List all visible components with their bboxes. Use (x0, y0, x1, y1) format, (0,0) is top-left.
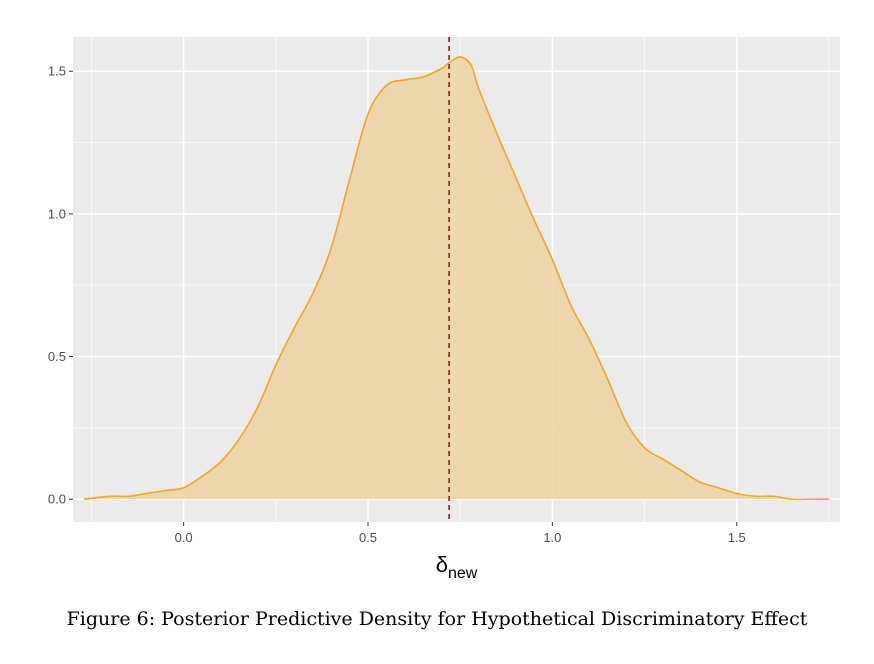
x-tick-label: 0.5 (359, 530, 377, 545)
density-area (84, 56, 829, 500)
x-axis: 0.0 0.5 1.0 1.5 (175, 522, 746, 545)
x-axis-title: δnew (436, 552, 478, 582)
x-tick-label: 1.5 (728, 530, 746, 545)
y-tick-label: 0.5 (48, 349, 66, 364)
x-tick-label: 0.0 (175, 530, 193, 545)
x-tick-label: 1.0 (543, 530, 561, 545)
figure-caption: Figure 6: Posterior Predictive Density f… (66, 608, 808, 630)
y-tick-label: 1.5 (48, 64, 66, 79)
y-tick-label: 1.0 (48, 206, 66, 221)
density-curve (83, 56, 829, 501)
y-axis: 0.0 0.5 1.0 1.5 (48, 64, 73, 507)
x-axis-title-subscript: new (448, 565, 478, 582)
y-tick-label: 0.0 (48, 492, 66, 507)
x-axis-title-symbol: δ (436, 552, 448, 577)
